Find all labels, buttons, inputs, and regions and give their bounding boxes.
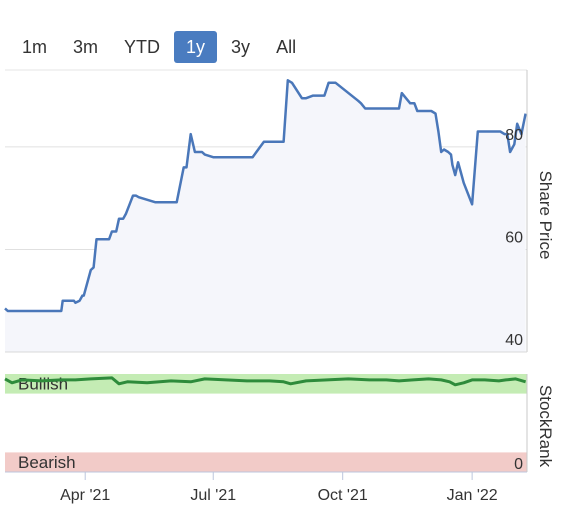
price-y-tick-label: 60 xyxy=(505,229,523,246)
bearish-label: Bearish xyxy=(18,453,76,472)
range-button-1y[interactable]: 1y xyxy=(174,31,218,63)
range-button-1m[interactable]: 1m xyxy=(22,37,48,57)
bullish-label: Bullish xyxy=(18,375,68,394)
x-tick-label: Jan '22 xyxy=(447,487,498,504)
range-button-ytd[interactable]: YTD xyxy=(124,37,161,57)
chart-frame xyxy=(5,70,528,472)
range-button-3y[interactable]: 3y xyxy=(231,37,251,57)
range-selector: 1m 3m YTD 1y 3y All xyxy=(10,30,310,64)
stockrank-series-line[interactable] xyxy=(4,376,527,387)
price-y-tick-label: 80 xyxy=(505,127,523,144)
bearish-band xyxy=(5,452,527,472)
price-y-tick-label: 40 xyxy=(505,332,523,349)
stockrank-y-axis-ticks: 0 xyxy=(514,456,523,473)
stockrank-y-axis-label: StockRank xyxy=(536,385,555,468)
range-button-3m[interactable]: 3m xyxy=(73,37,99,57)
stockrank-y-tick-label: 0 xyxy=(514,456,523,473)
range-button-all[interactable]: All xyxy=(276,37,297,57)
price-y-axis-label: Share Price xyxy=(536,171,555,260)
price-series-line[interactable] xyxy=(4,79,527,313)
x-axis: Apr '21 Jul '21 Oct '21 Jan '22 xyxy=(5,471,527,504)
price-area-fill xyxy=(5,80,526,353)
x-tick-label: Jul '21 xyxy=(190,487,236,504)
bullish-band xyxy=(5,374,527,394)
price-y-axis-ticks: 40 60 80 xyxy=(505,127,523,349)
x-tick-label: Apr '21 xyxy=(60,487,110,504)
x-tick-label: Oct '21 xyxy=(318,487,368,504)
